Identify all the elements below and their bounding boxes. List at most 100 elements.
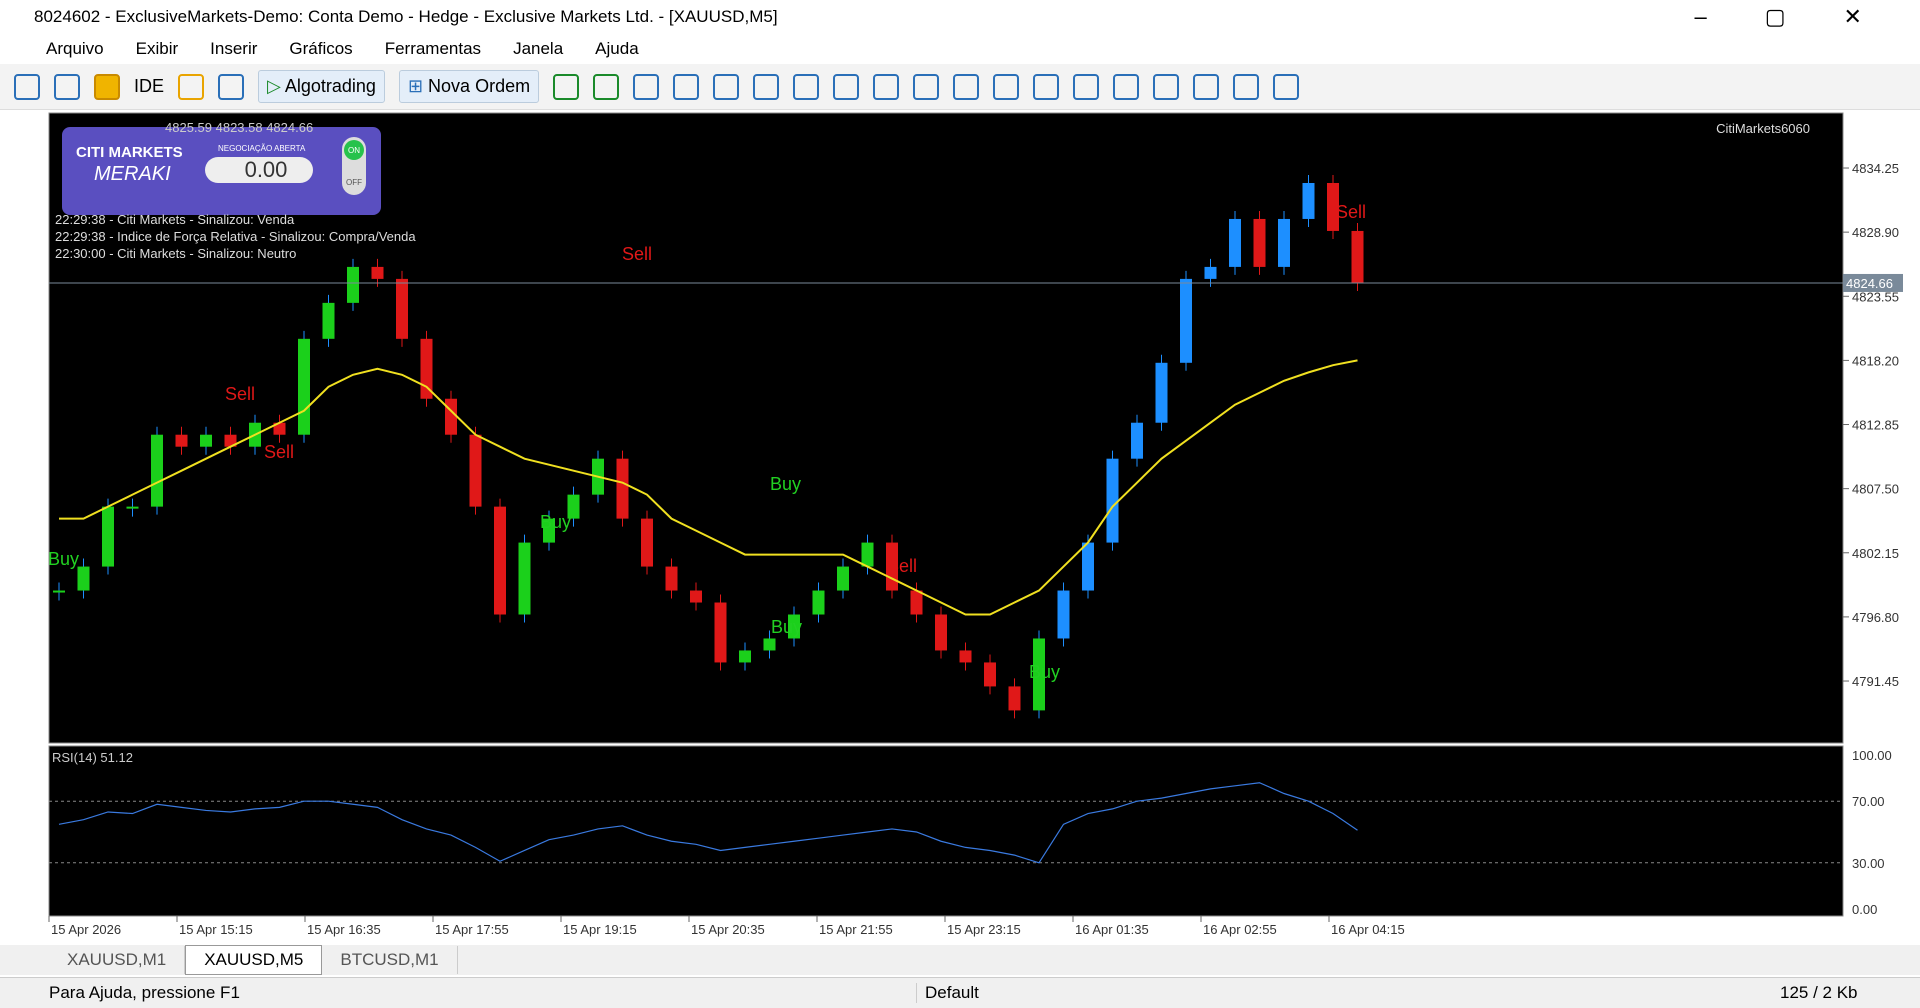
candle — [1229, 218, 1241, 267]
menu-item[interactable]: Ajuda — [595, 39, 639, 58]
candle — [298, 338, 310, 435]
icon[interactable] — [833, 73, 860, 100]
menu-item[interactable]: Gráficos — [289, 39, 353, 58]
candle — [1204, 266, 1217, 279]
icon[interactable] — [218, 73, 245, 100]
icon[interactable] — [913, 73, 940, 100]
rsi-tick-label: 70.00 — [1852, 794, 1885, 809]
window-controls[interactable]: –▢✕ — [1694, 4, 1920, 29]
icon[interactable] — [1033, 73, 1060, 100]
x-tick-label: 15 Apr 2026 — [51, 922, 121, 937]
candle — [861, 542, 874, 567]
y-tick-label: 4812.85 — [1852, 418, 1899, 433]
toggle-on: ON — [348, 146, 360, 155]
order-button[interactable]: ⊞ Nova Ordem — [398, 70, 540, 103]
x-tick-label: 16 Apr 01:35 — [1075, 922, 1149, 937]
icon[interactable] — [633, 73, 660, 100]
candle — [959, 650, 972, 663]
log-line: 22:30:00 - Citi Markets - Sinalizou: Neu… — [55, 246, 296, 261]
profile: Default — [916, 983, 979, 1003]
candle — [763, 638, 776, 651]
candle — [886, 542, 898, 591]
candle — [396, 278, 408, 339]
candle — [1131, 422, 1143, 459]
icon[interactable] — [1153, 73, 1180, 100]
y-tick-label: 4828.90 — [1852, 225, 1899, 240]
menu-item[interactable]: Arquivo — [46, 39, 104, 58]
x-tick-label: 15 Apr 20:35 — [691, 922, 765, 937]
candle — [1106, 458, 1119, 543]
menu-item[interactable]: Janela — [513, 39, 564, 58]
y-tick-label: 4834.25 — [1852, 161, 1899, 176]
candle — [1302, 183, 1315, 219]
candle — [543, 518, 555, 543]
tab-bar: XAUUSD,M1 XAUUSD,M5 BTCUSD,M1 — [0, 945, 1920, 975]
x-tick-label: 15 Apr 19:15 — [563, 922, 637, 937]
chart-header: 4825.59 4823.58 4824.66 — [165, 120, 313, 135]
x-tick-label: 16 Apr 02:55 — [1203, 922, 1277, 937]
icon[interactable] — [14, 73, 40, 100]
x-tick-label: 15 Apr 21:55 — [819, 922, 893, 937]
icon[interactable] — [1193, 73, 1220, 100]
candle — [1082, 542, 1094, 591]
log-line: 22:29:38 - Indice de Força Relativa - Si… — [55, 229, 416, 244]
icon[interactable] — [1273, 73, 1300, 100]
toggle-off: OFF — [346, 178, 362, 187]
icon[interactable] — [1233, 73, 1260, 100]
signal: Buy — [771, 617, 802, 637]
log-line: 22:29:38 - Citi Markets - Sinalizou: Ven… — [55, 212, 295, 227]
icon[interactable] — [713, 73, 740, 100]
signal: Buy — [1029, 662, 1060, 682]
signal: Sell — [887, 556, 917, 576]
candle — [641, 518, 653, 567]
candle — [175, 434, 188, 447]
candle — [53, 590, 65, 593]
rsi-tick-label: 0.00 — [1852, 902, 1877, 917]
ide-button[interactable]: IDE — [134, 76, 165, 96]
price-tag-label: 4824.66 — [1846, 276, 1893, 291]
icon[interactable] — [178, 73, 205, 100]
icon[interactable] — [793, 73, 820, 100]
candle — [371, 266, 384, 279]
icon[interactable] — [593, 73, 620, 100]
candle — [1327, 183, 1339, 231]
candle — [469, 434, 482, 507]
algo-label: Algotrading — [284, 76, 376, 96]
icon[interactable] — [94, 73, 120, 100]
candle — [739, 650, 751, 663]
menu-item[interactable]: Exibir — [135, 39, 179, 58]
icon[interactable] — [873, 73, 900, 100]
candle — [322, 302, 335, 339]
icon[interactable] — [553, 73, 580, 100]
traffic: 125 / 2 Kb — [1780, 983, 1858, 1002]
chart-tab[interactable]: XAUUSD,M1 — [49, 946, 186, 974]
candle — [935, 614, 947, 651]
icon[interactable] — [953, 73, 980, 100]
chart-area: CITI MARKETS MERAKI NEGOCIAÇÃO ABERTA 0.… — [0, 110, 1920, 945]
widget-status: NEGOCIAÇÃO ABERTA — [218, 144, 306, 153]
algo-button[interactable]: ▷ Algotrading — [258, 70, 385, 103]
rsi-tick-label: 30.00 — [1852, 856, 1885, 871]
icon[interactable] — [54, 73, 80, 100]
x-tick-label: 15 Apr 23:15 — [947, 922, 1021, 937]
candle — [1033, 638, 1045, 711]
candle — [102, 506, 114, 567]
candle — [1155, 362, 1168, 423]
y-tick-label: 4802.15 — [1852, 546, 1899, 561]
icon[interactable] — [1073, 73, 1100, 100]
y-tick-label: 4818.20 — [1852, 353, 1899, 368]
chart-tab[interactable]: XAUUSD,M5 — [185, 945, 323, 975]
signal: Buy — [770, 474, 801, 494]
candle — [665, 566, 678, 591]
order-label: Nova Ordem — [428, 76, 531, 96]
x-tick-label: 15 Apr 15:15 — [179, 922, 253, 937]
icon[interactable] — [673, 73, 700, 100]
candle — [812, 590, 825, 615]
menu-item[interactable]: Inserir — [210, 39, 258, 58]
rsi-label: RSI(14) 51.12 — [52, 750, 133, 765]
icon[interactable] — [1113, 73, 1140, 100]
menu-item[interactable]: Ferramentas — [384, 39, 482, 58]
icon[interactable] — [993, 73, 1020, 100]
icon[interactable] — [753, 73, 780, 100]
chart-tab[interactable]: BTCUSD,M1 — [322, 946, 458, 974]
